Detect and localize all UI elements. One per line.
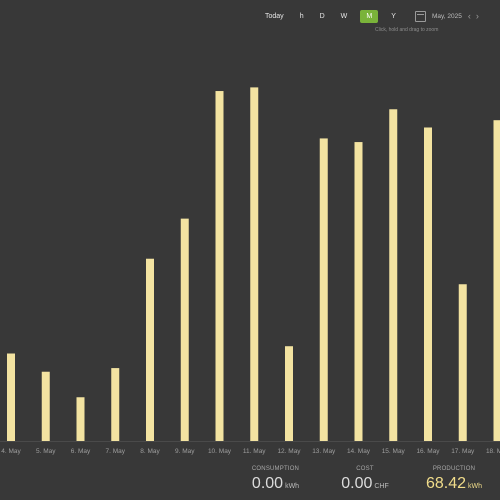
bar-13-may[interactable] bbox=[319, 138, 328, 441]
x-tick-label: 5. May bbox=[36, 448, 56, 455]
chevron-left-icon[interactable]: ‹ bbox=[467, 11, 471, 21]
bar-17-may[interactable] bbox=[458, 284, 467, 441]
x-tick-label: 7. May bbox=[105, 448, 125, 455]
cost-value: 0.00 CHF bbox=[341, 475, 389, 492]
bar-7-may[interactable] bbox=[111, 368, 120, 441]
date-label[interactable]: May, 2025 bbox=[431, 12, 462, 20]
bar-10-may[interactable] bbox=[215, 91, 224, 441]
calendar-icon[interactable] bbox=[414, 10, 426, 22]
x-tick-label: 15. May bbox=[382, 448, 406, 455]
cost-stat: COST 0.00 CHF bbox=[335, 466, 395, 493]
x-tick-label: 16. May bbox=[416, 448, 440, 455]
bar-8-may[interactable] bbox=[146, 258, 154, 441]
production-stat: PRODUCTION 68.42 kWh bbox=[418, 466, 490, 493]
consumption-unit: kWh bbox=[285, 483, 300, 490]
x-tick-label: 9. May bbox=[175, 448, 195, 455]
x-tick-label: 4. May bbox=[1, 448, 21, 455]
consumption-value: 0.00 kWh bbox=[251, 475, 300, 492]
period-year-button[interactable]: Y bbox=[391, 12, 396, 20]
period-day-button[interactable]: D bbox=[319, 12, 325, 20]
period-toolbar: Today h D W M Y May, 2025 ‹ › bbox=[262, 8, 500, 24]
x-tick-label: 13. May bbox=[312, 448, 336, 455]
production-chart[interactable]: 4. May 5. May 6. May 7. May 8. May 9. May 10. … bbox=[0, 0, 500, 460]
production-value: 68.42 kWh bbox=[425, 475, 483, 492]
period-hour-button[interactable]: h bbox=[299, 12, 304, 20]
summary-bar: CONSUMPTION 0.00 kWh COST 0.00 CHF PRODUCT… bbox=[0, 466, 500, 500]
bar-18-may[interactable] bbox=[493, 120, 500, 441]
x-tick-label: 8. May bbox=[140, 448, 160, 455]
production-unit: kWh bbox=[468, 483, 483, 490]
x-tick-label: 10. May bbox=[208, 448, 232, 455]
x-tick-label: 14. May bbox=[347, 448, 371, 455]
bar-11-may[interactable] bbox=[250, 87, 259, 442]
bar-16-may[interactable] bbox=[424, 127, 432, 441]
consumption-label: CONSUMPTION bbox=[251, 466, 300, 472]
bar-5-may[interactable] bbox=[41, 371, 50, 441]
cost-unit: CHF bbox=[374, 483, 389, 490]
chevron-right-icon[interactable]: › bbox=[475, 11, 479, 21]
x-tick-label: 17. May bbox=[451, 448, 475, 455]
x-tick-label: 18. May bbox=[486, 448, 500, 455]
bar-9-may[interactable] bbox=[180, 218, 189, 441]
today-button[interactable]: Today bbox=[265, 12, 284, 20]
bar-6-may[interactable] bbox=[76, 397, 85, 441]
x-tick-label: 11. May bbox=[243, 448, 266, 455]
x-tick-label: 6. May bbox=[71, 448, 91, 455]
bar-14-may[interactable] bbox=[354, 142, 363, 441]
cost-label: COST bbox=[356, 466, 374, 472]
consumption-stat: CONSUMPTION 0.00 kWh bbox=[243, 466, 308, 493]
period-week-button[interactable]: W bbox=[340, 12, 348, 20]
production-label: PRODUCTION bbox=[432, 466, 476, 472]
x-tick-label: 12. May bbox=[277, 448, 301, 455]
period-month-button[interactable]: M bbox=[360, 9, 379, 23]
bar-12-may[interactable] bbox=[285, 346, 293, 441]
bar-15-may[interactable] bbox=[389, 109, 398, 441]
zoom-hint: Click, hold and drag to zoom bbox=[375, 27, 439, 33]
bar-4-may[interactable] bbox=[7, 353, 15, 441]
